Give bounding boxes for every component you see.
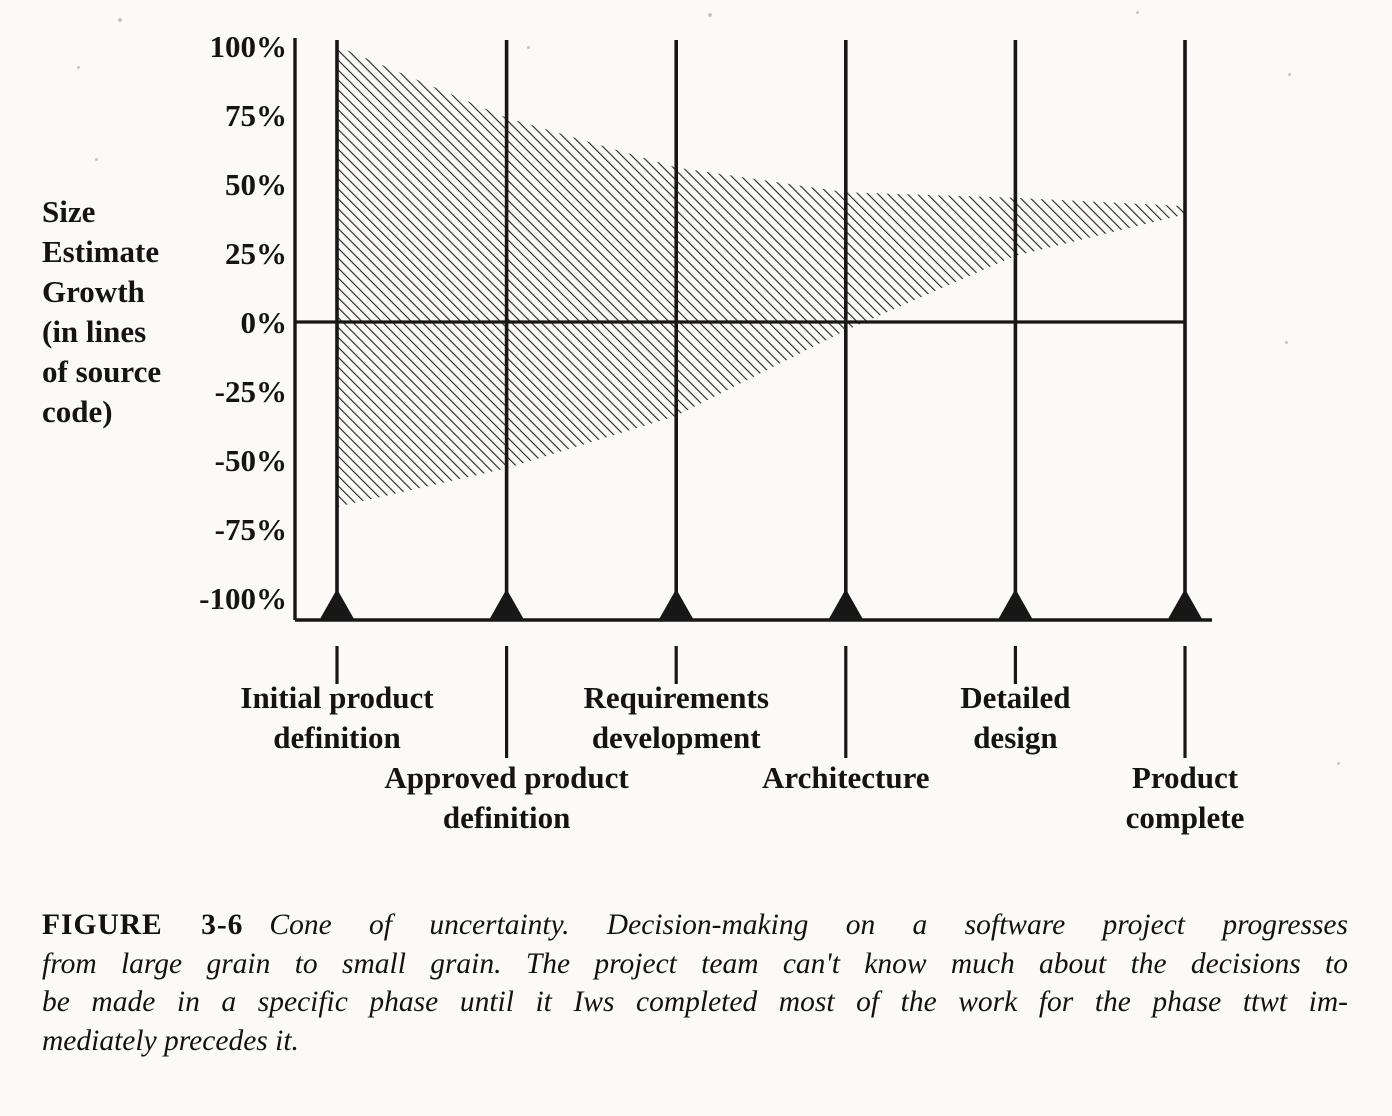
y-tick-label: 100% [210,29,288,64]
y-tick-label: -25% [215,374,287,409]
y-axis-title-line: Estimate [42,234,159,269]
y-tick-label: 75% [225,98,287,133]
y-tick-label: 0% [241,305,288,340]
milestone-label-line: Initial product [240,680,434,715]
milestone-marker [827,588,864,621]
caption-line-1: FIGURE 3-6 Cone of uncertainty. Decision-… [42,906,1348,945]
scan-speck [1337,762,1340,765]
scan-speck [95,158,98,161]
milestone-marker [488,588,525,621]
y-tick-label: -75% [215,512,287,547]
y-tick-label: -100% [199,581,287,616]
milestone-label-line: Architecture [762,760,930,795]
y-axis-title-line: code) [42,394,113,429]
y-axis-title-line: Size [42,194,95,229]
milestone-label-line: definition [273,720,400,755]
figure-number-label: FIGURE 3-6 [42,909,244,941]
y-tick-label: 50% [225,167,287,202]
scan-speck [218,606,221,609]
uncertainty-cone-area [337,46,1185,507]
scan-speck [77,66,80,69]
milestone-marker [319,588,355,621]
caption-line-4: mediately precedes it. [42,1024,299,1057]
milestone-label-line: design [973,720,1057,755]
milestone-label-line: definition [443,800,570,835]
milestone-label-line: complete [1126,800,1245,835]
figure-caption: FIGURE 3-6 Cone of uncertainty. Decision-… [42,906,1348,1060]
cone-of-uncertainty-figure: 100% 75% 50% 25% 0% -25% -50% -75% -100% Size Esti… [42,29,1245,835]
y-axis-title-line: Growth [42,274,145,309]
scan-speck [118,18,122,22]
scan-speck [527,46,530,49]
y-tick-label: 25% [225,236,287,271]
milestone-marker [997,588,1034,621]
milestone-label-line: Requirements [583,680,768,715]
milestone-label-line: Product [1132,760,1239,795]
y-tick-label: -50% [215,443,287,478]
scan-speck [1288,73,1291,76]
milestone-label-line: Detailed [960,680,1070,715]
scan-speck [708,13,712,17]
milestone-label-line: Approved product [384,760,629,795]
y-axis-title-line: (in lines [42,314,146,349]
caption-text-1: Cone of uncertainty. Decision-making on … [269,909,1349,941]
caption-line-3: be made in a specific phase until it Iws… [42,986,1348,1018]
cone-of-uncertainty-chart: 100% 75% 50% 25% 0% -25% -50% -75% -100% Size Esti… [42,29,1245,835]
milestone-marker [1167,588,1203,621]
milestone-label-line: development [592,720,761,755]
scan-speck [1136,11,1139,14]
milestone-marker [658,588,695,621]
scan-speck [1285,341,1288,344]
caption-line-2: from large grain to small grain. The pro… [42,947,1348,980]
y-axis-title-line: of source [42,354,161,389]
